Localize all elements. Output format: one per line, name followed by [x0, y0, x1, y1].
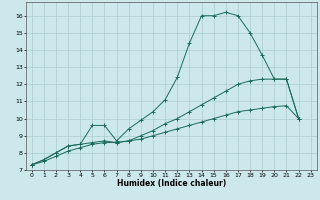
X-axis label: Humidex (Indice chaleur): Humidex (Indice chaleur)	[116, 179, 226, 188]
